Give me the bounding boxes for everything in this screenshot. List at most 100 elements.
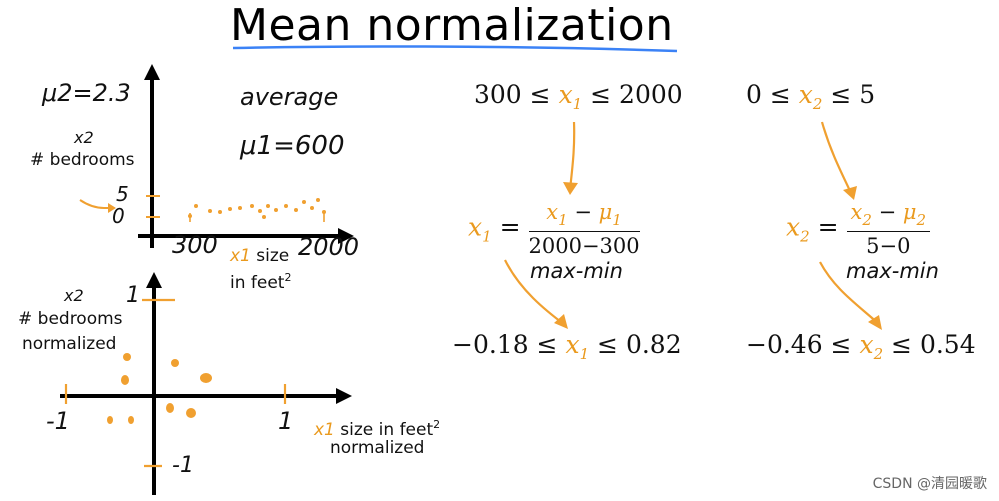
top-scatter (188, 198, 326, 219)
bottom-y-label-var: x2 (64, 286, 84, 305)
formula-x2-num-sub: 2 (862, 211, 872, 229)
top-y-label-var: x2 (74, 128, 94, 147)
range-x1-left: 300 ≤ (474, 80, 559, 109)
top-5-arrowhead (108, 203, 116, 213)
bottom-x-label-var: x1 (314, 420, 335, 440)
formula-x2-num-mu: μ (902, 200, 917, 224)
bottom-point (107, 416, 113, 424)
formula-x1-lhs-var: x (468, 212, 483, 242)
top-y-arrowhead (144, 64, 160, 80)
formula-x1-lhs-sub: 1 (482, 227, 492, 246)
bottom-point (200, 373, 212, 383)
top-y-axis-label: # bedrooms (30, 150, 135, 170)
top-5-arrow (79, 199, 112, 209)
formula-x1-num-sub: 1 (558, 211, 568, 229)
bottom-y-tick-label-pos1: 1 (126, 283, 140, 308)
arrow-range-x1 (568, 121, 576, 191)
formula-x1-denominator: 2000−300 (528, 234, 640, 258)
top-x-label-2-text: in feet (230, 273, 285, 293)
top-point (258, 209, 262, 213)
formula-x2-denominator: 5−0 (866, 234, 911, 258)
top-point (218, 210, 222, 214)
range-x2-sub: 2 (812, 95, 823, 113)
arrow-formula-x1-head (554, 314, 568, 329)
result-x2-left: −0.46 ≤ (746, 330, 860, 359)
formula-x2-lhs-sub: 2 (800, 227, 810, 246)
formula-x2-equals: = (809, 212, 847, 242)
result-x1-right: ≤ 0.82 (589, 330, 682, 359)
top-point (228, 207, 232, 211)
bottom-point (128, 416, 134, 424)
top-point (238, 206, 242, 210)
range-x2-var: x (798, 80, 813, 109)
arrow-range-x2 (820, 121, 853, 196)
bottom-x-label-sup: 2 (433, 418, 441, 431)
result-x2-equation: −0.46 ≤ x2 ≤ 0.54 (746, 330, 976, 363)
mu2-annotation: μ2=2.3 (42, 79, 131, 107)
bottom-x-arrowhead (336, 388, 352, 404)
bottom-point (123, 353, 131, 361)
top-point (274, 208, 278, 212)
formula-x1-fraction: x1 − μ1 2000−300 (528, 200, 640, 258)
bottom-x-axis-label: x1 size in feet2 (314, 415, 440, 440)
range-x1-sub: 1 (572, 95, 583, 113)
bottom-x-tick-label-pos1: 1 (278, 407, 294, 435)
top-point (250, 204, 254, 208)
top-point (322, 210, 326, 214)
result-x2-right: ≤ 0.54 (883, 330, 976, 359)
page-title: Mean normalization (230, 0, 674, 51)
bottom-point (166, 403, 174, 413)
top-x-tick-label-300: 300 (172, 231, 218, 259)
formula-x2-numerator: x2 − μ2 (846, 200, 931, 232)
range-x2-left: 0 ≤ (746, 80, 799, 109)
top-x-axis-label-2: in feet2 (230, 268, 291, 293)
formula-x1-equals: = (491, 212, 529, 242)
bottom-y-tick-label-neg1: -1 (172, 453, 194, 478)
result-x2-sub: 2 (873, 345, 884, 363)
top-x-label-text: size (256, 246, 290, 266)
top-point (266, 204, 270, 208)
bottom-point (121, 375, 129, 385)
range-x1-var: x (558, 80, 573, 109)
bottom-y-axis-label-2: normalized (22, 334, 117, 354)
top-point (316, 198, 320, 202)
bottom-x-tick-label-neg1: -1 (46, 407, 70, 435)
range-x2-equation: 0 ≤ x2 ≤ 5 (746, 80, 875, 113)
title-underline (232, 45, 678, 53)
formula-x1-num-mu: μ (598, 200, 613, 224)
top-point (208, 209, 212, 213)
maxmin-annotation-1: max-min (530, 259, 623, 283)
formula-x2-num-minus: − (871, 200, 903, 224)
watermark: CSDN @清园暖歌 (872, 476, 987, 492)
bottom-point (186, 408, 196, 418)
range-x1-equation: 300 ≤ x1 ≤ 2000 (474, 80, 683, 113)
bottom-y-arrowhead (146, 272, 162, 288)
top-x-axis-label: x1 size (230, 247, 289, 266)
top-point (294, 208, 298, 212)
maxmin-annotation-2: max-min (846, 259, 939, 283)
bottom-x-label-text: size in feet (340, 420, 434, 440)
arrow-range-x1-head (563, 182, 578, 195)
top-x-tick-label-2000: 2000 (298, 233, 360, 261)
top-point (310, 206, 314, 210)
formula-x1-equation: x1 = x1 − μ1 2000−300 (468, 200, 640, 258)
arrow-range-x2-head (843, 186, 857, 200)
bottom-point (171, 359, 179, 367)
formula-x2-num-mu-sub: 2 (916, 211, 927, 229)
range-x1-right: ≤ 2000 (582, 80, 683, 109)
top-point (194, 204, 198, 208)
result-x1-var: x (565, 330, 580, 359)
bottom-scatter (107, 353, 212, 424)
formula-x2-equation: x2 = x2 − μ2 5−0 (786, 200, 931, 258)
arrow-formula-x2-head (868, 315, 882, 330)
range-x2-right: ≤ 5 (822, 80, 876, 109)
formula-x1-num-minus: − (567, 200, 599, 224)
bottom-x-axis-label-2: normalized (330, 438, 425, 458)
result-x1-left: −0.18 ≤ (452, 330, 566, 359)
top-point (284, 204, 288, 208)
formula-x2-num-var: x (850, 200, 863, 224)
top-y-tick-label-0: 0 (112, 204, 125, 228)
result-x2-var: x (859, 330, 874, 359)
formula-x1-num-var: x (546, 200, 559, 224)
